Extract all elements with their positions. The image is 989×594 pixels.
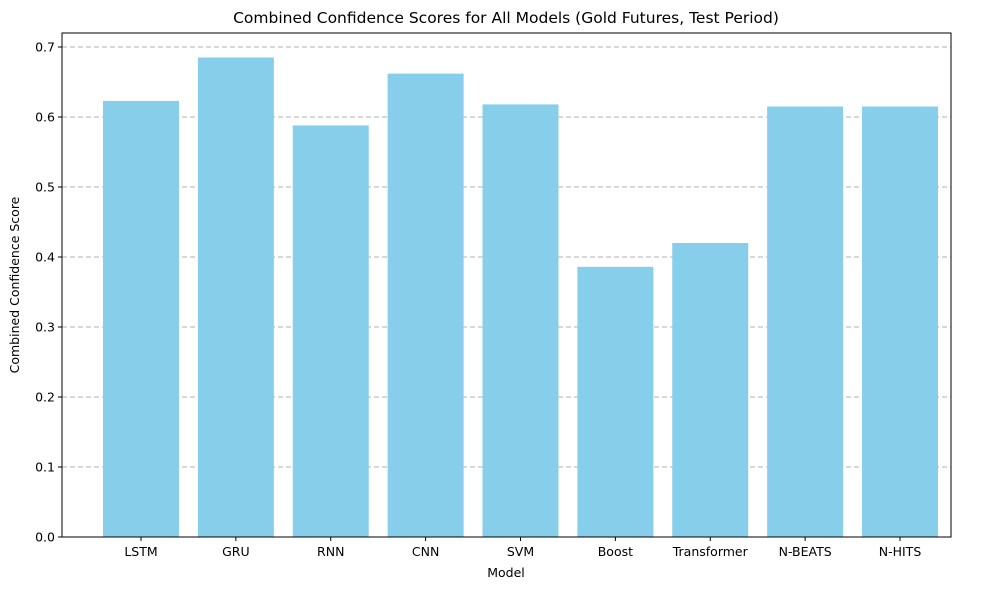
- x-tick-label: Boost: [598, 544, 633, 559]
- x-tick-label: Transformer: [672, 544, 749, 559]
- y-tick-label: 0.0: [35, 530, 55, 545]
- y-tick-label: 0.7: [35, 40, 55, 55]
- bar-gru: [197, 57, 274, 537]
- x-tick-label: LSTM: [124, 544, 157, 559]
- x-tick-label: SVM: [507, 544, 534, 559]
- bar-transformer: [672, 243, 749, 537]
- bar-cnn: [387, 73, 464, 537]
- bars: [103, 57, 938, 538]
- plot-frame: [61, 32, 952, 538]
- y-tick-label: 0.4: [35, 250, 55, 265]
- x-axis-ticks: LSTM GRU RNN CNN SVM Boost Transformer N-BEATS N…: [124, 537, 921, 559]
- y-tick-label: 0.3: [35, 320, 55, 335]
- y-tick-label: 0.1: [35, 460, 55, 475]
- x-tick-label: N-HITS: [879, 544, 922, 559]
- y-tick-label: 0.5: [35, 180, 55, 195]
- y-tick-label: 0.2: [35, 390, 55, 405]
- bar-rnn: [292, 125, 369, 538]
- y-axis-ticks: 0.0 0.1 0.2 0.3 0.4 0.5 0.6 0.7: [35, 40, 62, 545]
- x-tick-label: RNN: [317, 544, 344, 559]
- x-tick-label: GRU: [222, 544, 250, 559]
- x-axis-label: Model: [487, 565, 525, 580]
- x-tick-label: N-BEATS: [779, 544, 832, 559]
- bar-svm: [482, 104, 559, 538]
- chart-title: Combined Confidence Scores for All Model…: [233, 9, 779, 27]
- bar-n-hits: [862, 106, 938, 537]
- bar-lstm: [103, 100, 179, 538]
- x-tick-label: CNN: [412, 544, 439, 559]
- y-axis-label: Combined Confidence Score: [7, 196, 22, 373]
- bar-boost: [577, 266, 654, 537]
- bar-n-beats: [767, 106, 844, 537]
- y-tick-label: 0.6: [35, 110, 55, 125]
